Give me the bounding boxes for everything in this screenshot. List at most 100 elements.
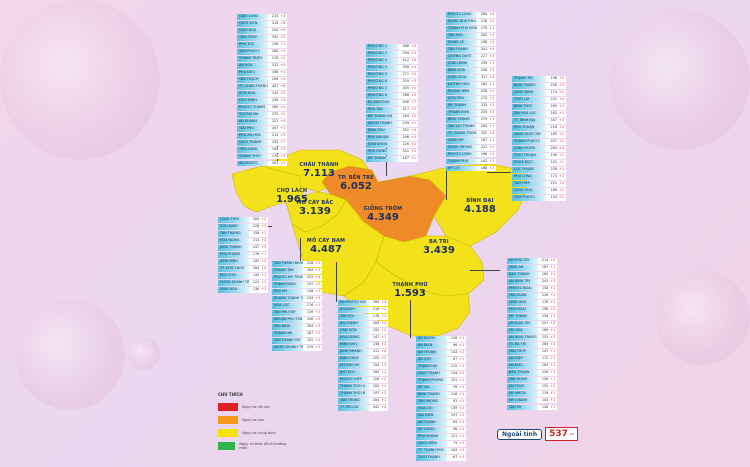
ward-new-cases: +1 — [549, 299, 557, 306]
ward-name: PHÚ NGÃI — [507, 306, 538, 313]
ward-cases: 395 — [267, 34, 280, 41]
ward-row: THỚI THUẬN 196 +1 — [512, 152, 566, 159]
ward-name: TÂN PHÚ — [237, 125, 268, 132]
ward-new-cases: +1 — [458, 377, 466, 384]
ward-name: BÌNH PHÚ — [366, 127, 398, 134]
ward-name: TÂN THỦY — [507, 348, 538, 355]
ward-row: CHÂU HƯNG 264 +3 — [512, 145, 566, 152]
ward-cases: 262 — [476, 32, 489, 39]
region-name: MỎ CÀY NAM — [306, 238, 346, 244]
ward-new-cases: +6 — [279, 20, 287, 27]
ward-row: AN THẠNH 84 +1 — [416, 419, 466, 426]
ward-new-cases: +4 — [488, 74, 496, 81]
ward-name: AN QUY — [416, 356, 447, 363]
ward-name: THẠNH NGÃI — [272, 281, 303, 288]
ward-cases: 192 — [368, 327, 381, 334]
ward-name: TÂN LỢI THẠNH — [446, 123, 477, 130]
ward-name: PHONG NẪM — [446, 88, 477, 95]
ward-new-cases: +1 — [458, 342, 466, 349]
ward-cases: 258 — [476, 88, 489, 95]
ward-cases: 98 — [446, 426, 459, 433]
leader-line-ba-tri — [470, 270, 500, 271]
ward-cases: 279 — [476, 116, 489, 123]
ward-new-cases: +3 — [260, 223, 268, 230]
panel-cho-lach: LONG THỚI 184 +2 SƠN ĐỊNH 226 +3 TÂN THIỀNG 158… — [218, 217, 268, 294]
ward-row: PHÚ TÂN 317 +3 — [366, 106, 418, 113]
ward-name: PHƯỜNG 6 — [366, 78, 398, 85]
ward-name: PHƯỜNG 2 — [366, 50, 398, 57]
ward-name: CẨM SƠN — [338, 327, 369, 334]
ward-row: BẢO THẠNH 165 +1 — [507, 271, 557, 278]
ward-cases: 168 — [476, 165, 489, 172]
ward-new-cases: +1 — [488, 81, 496, 88]
ward-row: ĐỊNH THỦY 205 +2 — [338, 355, 388, 362]
ward-row: PHƯỜNG 3 412 +6 — [366, 57, 418, 64]
ward-name: CHÂU HÒA — [446, 74, 477, 81]
ward-cases: 192 — [537, 383, 550, 390]
ward-new-cases: +1 — [260, 286, 268, 293]
ward-cases: 184 — [248, 217, 261, 223]
ward-cases: 318 — [267, 20, 280, 27]
ward-new-cases: +2 — [558, 124, 566, 131]
ward-new-cases: +2 — [458, 349, 466, 356]
ward-row: THÀNH THỚI A 183 +1 — [338, 383, 388, 390]
ward-name: TÂN HÀO — [446, 32, 477, 39]
ward-row: MỸ THẠNH 233 +3 — [446, 102, 496, 109]
ward-cases: 352 — [476, 130, 489, 137]
ward-new-cases: +2 — [488, 18, 496, 25]
ward-new-cases: +1 — [279, 104, 287, 111]
ward-cases: 196 — [476, 151, 489, 158]
ward-cases: 176 — [267, 153, 280, 160]
ward-cases: 241 — [267, 160, 280, 167]
ward-cases: 147 — [368, 334, 381, 341]
ward-cases: 193 — [476, 60, 489, 67]
ward-new-cases: +2 — [260, 217, 268, 223]
ward-row: TÂN HƯNG 156 +1 — [507, 376, 557, 383]
ward-cases: 226 — [248, 223, 261, 230]
ward-new-cases: +2 — [558, 180, 566, 187]
ward-row: PHÚ PHỤNG 176 +1 — [218, 251, 268, 258]
ward-new-cases: +1 — [458, 426, 466, 433]
ward-cases: 347 — [546, 117, 558, 124]
ward-name: PHÚ TÚC — [237, 41, 268, 48]
ward-row: NGÃI ĐĂNG 147 +1 — [338, 334, 388, 341]
ward-name: AN THỚI — [338, 369, 369, 376]
ward-row: PHÚ THUẬN 218 +2 — [512, 124, 566, 131]
ward-new-cases: +3 — [410, 134, 418, 141]
ward-row: THẠNH PHÚ 142 +1 — [446, 158, 496, 165]
ward-name: TIÊN LONG — [237, 146, 268, 153]
ward-cases: 96 — [446, 342, 459, 349]
ward-cases: 286 — [267, 48, 280, 55]
ward-row: PHƯỚC LONG 284 +4 — [446, 12, 496, 18]
ward-cases: 121 — [248, 279, 261, 286]
ward-name: NGÃI ĐĂNG — [338, 334, 369, 341]
ward-name: GIAO HÒA — [237, 27, 268, 34]
ward-new-cases: +2 — [488, 88, 496, 95]
ward-cases: 164 — [476, 123, 489, 130]
legend-item-low: Nguy cơ thấp (Bình thường mới) — [218, 441, 288, 450]
leader-line-giong-trom — [446, 170, 447, 200]
ward-row: PHƯỜNG 8 288 +2 — [366, 92, 418, 99]
ward-row: VANG QUỚI TÂY 185 +1 — [512, 131, 566, 138]
ward-name: QUỚI SƠN — [237, 20, 268, 27]
ward-row: LONG ĐỊNH 174 +1 — [512, 89, 566, 96]
ward-cases: 331 — [398, 148, 410, 155]
ward-new-cases: +2 — [488, 144, 496, 151]
region-label-thanh-phu: THẠNH PHÚ 1.593 — [387, 283, 433, 299]
ward-name: LỘC THUẬN — [512, 166, 546, 173]
ward-cases: 138 — [248, 286, 261, 293]
region-cases: 1.965 — [276, 194, 308, 205]
ward-new-cases: +1 — [488, 95, 496, 102]
ward-new-cases: +2 — [380, 341, 388, 348]
ward-name: AN HÒA TÂY — [507, 258, 538, 264]
ward-new-cases: +3 — [279, 97, 287, 104]
ward-row: PHÚ KHÁNH 121 +1 — [416, 433, 466, 440]
ward-row: GIAO THẠNH 134 +2 — [416, 370, 466, 377]
ward-row: TÂN XUÂN 226 +2 — [507, 292, 557, 299]
ward-new-cases: +4 — [488, 130, 496, 137]
ward-new-cases: +1 — [558, 173, 566, 180]
ward-cases: 263 — [368, 320, 381, 327]
ward-name: PHƯỚC MỸ TRUNG — [272, 274, 303, 281]
ward-cases: 176 — [302, 302, 315, 309]
legend-label: Nguy cơ trung bình — [242, 430, 276, 435]
